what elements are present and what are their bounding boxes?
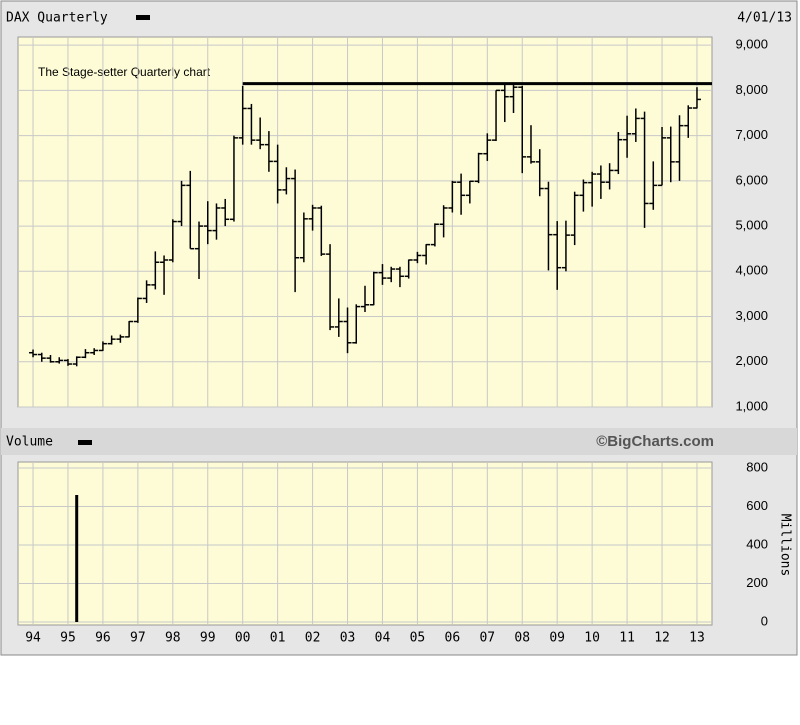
y-tick-label: 3,000	[735, 308, 768, 323]
y-tick-label: 7,000	[735, 127, 768, 142]
x-tick-label: 10	[584, 631, 600, 646]
volume-title: Volume	[6, 435, 53, 450]
y-tick-label: 4,000	[735, 263, 768, 278]
x-tick-label: 06	[445, 631, 461, 646]
x-tick-label: 02	[305, 631, 321, 646]
y-tick-label: 2,000	[735, 353, 768, 368]
x-tick-label: 13	[689, 631, 705, 646]
volume-panel	[17, 461, 713, 626]
y-tick-label: 9,000	[735, 37, 768, 52]
y-tick-label: 1,000	[735, 398, 768, 413]
x-tick-label: 08	[514, 631, 530, 646]
volume-header	[1, 428, 797, 455]
x-tick-label: 97	[130, 631, 146, 646]
x-tick-label: 05	[410, 631, 426, 646]
x-tick-label: 12	[654, 631, 670, 646]
x-tick-label: 98	[165, 631, 181, 646]
x-tick-label: 00	[235, 631, 251, 646]
annotation: The Stage-setter Quarterly chart	[38, 65, 211, 79]
y-tick-label: 200	[746, 575, 768, 590]
x-tick-label: 11	[619, 631, 635, 646]
y-tick-label: 6,000	[735, 172, 768, 187]
x-tick-label: 95	[60, 631, 76, 646]
x-tick-label: 94	[25, 631, 41, 646]
y-axis-label: Millions	[778, 514, 793, 577]
y-tick-label: 600	[746, 498, 768, 513]
y-tick-label: 0	[761, 613, 768, 628]
y-tick-label: 400	[746, 536, 768, 551]
date: 4/01/13	[737, 11, 792, 26]
price-panel	[17, 36, 713, 408]
credit: ©BigCharts.com	[596, 433, 714, 450]
x-tick-label: 04	[375, 631, 391, 646]
legend-swatch	[78, 440, 92, 445]
x-tick-label: 96	[95, 631, 111, 646]
x-tick-label: 09	[549, 631, 565, 646]
y-tick-label: 8,000	[735, 82, 768, 97]
legend-swatch	[136, 15, 150, 20]
x-tick-label: 07	[479, 631, 495, 646]
x-tick-label: 01	[270, 631, 286, 646]
y-tick-label: 5,000	[735, 218, 768, 233]
y-tick-label: 800	[746, 459, 768, 474]
chart-title: DAX Quarterly	[6, 11, 108, 26]
x-tick-label: 03	[340, 631, 356, 646]
x-tick-label: 99	[200, 631, 216, 646]
